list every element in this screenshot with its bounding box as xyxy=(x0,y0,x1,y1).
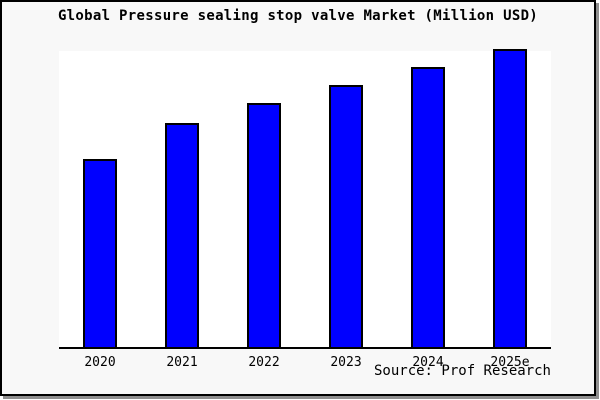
chart-inner: Global Pressure sealing stop valve Marke… xyxy=(2,2,594,394)
source-caption: Source: Prof Research xyxy=(373,363,551,379)
plot-area xyxy=(59,49,551,349)
chart-title: Global Pressure sealing stop valve Marke… xyxy=(57,8,539,24)
bar-2021 xyxy=(165,123,199,347)
bar-2020 xyxy=(83,159,117,347)
x-tick-label-2021: 2021 xyxy=(166,355,198,370)
x-axis-labels: 2020 2021 2022 2023 2024 2025e xyxy=(59,355,551,371)
x-tick-label-2022: 2022 xyxy=(248,355,280,370)
bar-2024 xyxy=(411,67,445,347)
bar-2022 xyxy=(247,103,281,347)
x-tick-label-2023: 2023 xyxy=(330,355,362,370)
x-tick-label-2025e: 2025e xyxy=(490,355,530,370)
x-tick-label-2020: 2020 xyxy=(84,355,116,370)
x-tick-label-2024: 2024 xyxy=(412,355,444,370)
bar-2023 xyxy=(329,85,363,347)
bar-2025e xyxy=(493,49,527,347)
